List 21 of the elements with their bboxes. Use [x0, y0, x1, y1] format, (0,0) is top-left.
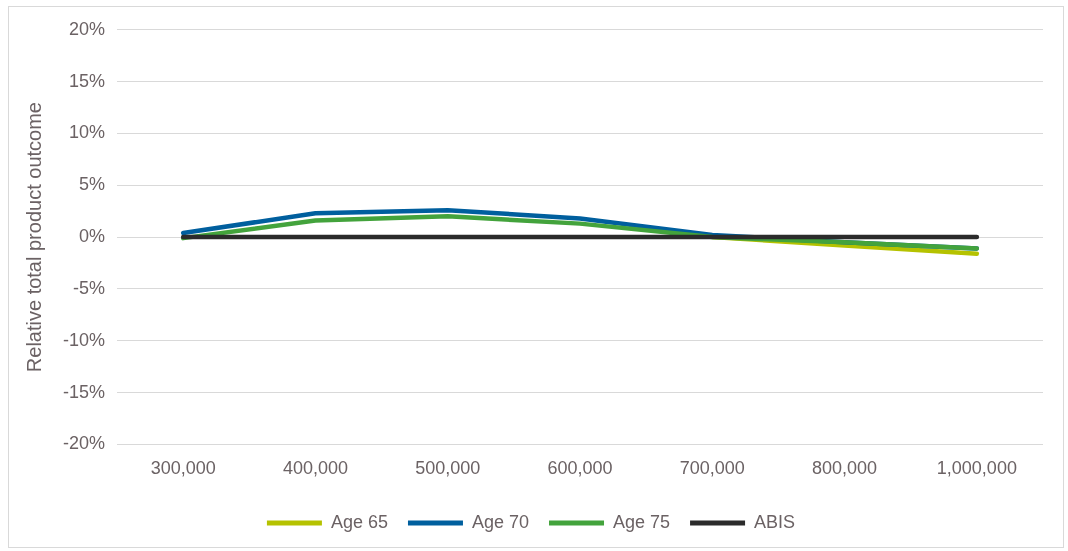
x-tick-label: 400,000	[282, 458, 348, 479]
y-tick-label: 20%	[68, 18, 106, 39]
x-tick-label: 600,000	[547, 458, 613, 479]
y-tick-label: 10%	[68, 122, 106, 143]
y-tick-label: 15%	[68, 70, 106, 91]
x-tick-label: 700,000	[679, 458, 745, 479]
x-tick-label: 300,000	[150, 458, 216, 479]
y-tick-label: -10%	[62, 329, 106, 350]
y-tick-label: -15%	[62, 381, 106, 402]
legend-label: ABIS	[754, 511, 796, 532]
legend-label: Age 75	[613, 511, 671, 532]
legend-label: Age 65	[330, 511, 388, 532]
y-tick-label: 0%	[79, 226, 106, 247]
y-tick-label: -5%	[73, 277, 106, 298]
x-tick-label: 800,000	[812, 458, 878, 479]
x-tick-label: 1,000,000	[936, 458, 1017, 479]
x-tick-label: 500,000	[415, 458, 481, 479]
y-tick-label: -20%	[62, 433, 106, 454]
legend-label: Age 70	[471, 511, 530, 532]
y-axis-title: Relative total product outcome	[22, 102, 45, 373]
y-tick-label: 5%	[79, 174, 106, 195]
